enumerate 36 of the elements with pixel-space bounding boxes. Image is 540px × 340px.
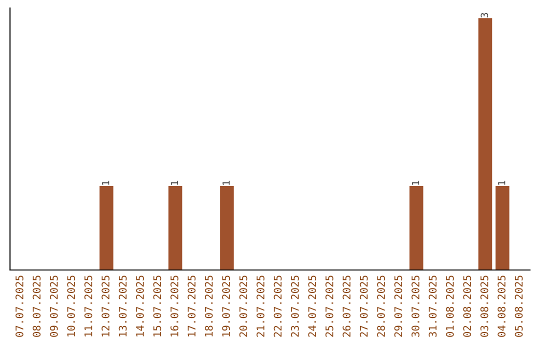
x-tick-label: 16.07.2025 [170,276,178,336]
data-label: 1 [170,180,178,185]
x-tick-label: 29.07.2025 [394,276,402,337]
x-tick-label: 03.08.2025 [480,276,488,337]
x-tick-label: 30.07.2025 [412,276,420,337]
x-tick-label: 15.07.2025 [153,276,162,336]
x-tick-label: 12.07.2025 [102,276,110,336]
x-tick-label: 18.07.2025 [204,276,213,336]
data-label: 1 [412,180,420,185]
x-tick-label: 20.07.2025 [239,276,248,337]
x-tick-label: 26.07.2025 [342,276,351,337]
x-tick-label: 11.07.2025 [84,276,92,336]
x-tick-label: 23.07.2025 [291,276,299,337]
x-tick-label: 14.07.2025 [136,276,144,336]
x-tick-label: 21.07.2025 [256,276,264,337]
x-tick-label: 07.07.2025 [16,276,24,337]
x-tick-label: 13.07.2025 [118,276,127,336]
x-tick-label: 28.07.2025 [377,276,385,337]
x-tick-label: 05.08.2025 [514,276,523,337]
data-label: 1 [102,180,110,185]
data-label: 1 [222,180,230,185]
x-tick-label: 04.08.2025 [498,276,506,337]
data-label: 3 [480,12,488,18]
x-tick-label: 02.08.2025 [463,276,472,337]
x-tick-label: 24.07.2025 [308,276,316,337]
x-tick-label: 10.07.2025 [67,276,76,336]
x-tick-label: 31.07.2025 [428,276,437,337]
x-tick-label: 27.07.2025 [360,276,368,337]
x-tick-label: 19.07.2025 [222,276,230,336]
x-tick-label: 09.07.2025 [50,276,58,337]
x-tick-label: 22.07.2025 [274,276,282,337]
x-tick-label: 25.07.2025 [325,276,334,337]
data-label: 1 [498,180,506,185]
x-tick-label: 01.08.2025 [446,276,454,337]
x-tick-label: 08.07.2025 [32,276,41,337]
x-tick-label: 17.07.2025 [188,276,196,336]
